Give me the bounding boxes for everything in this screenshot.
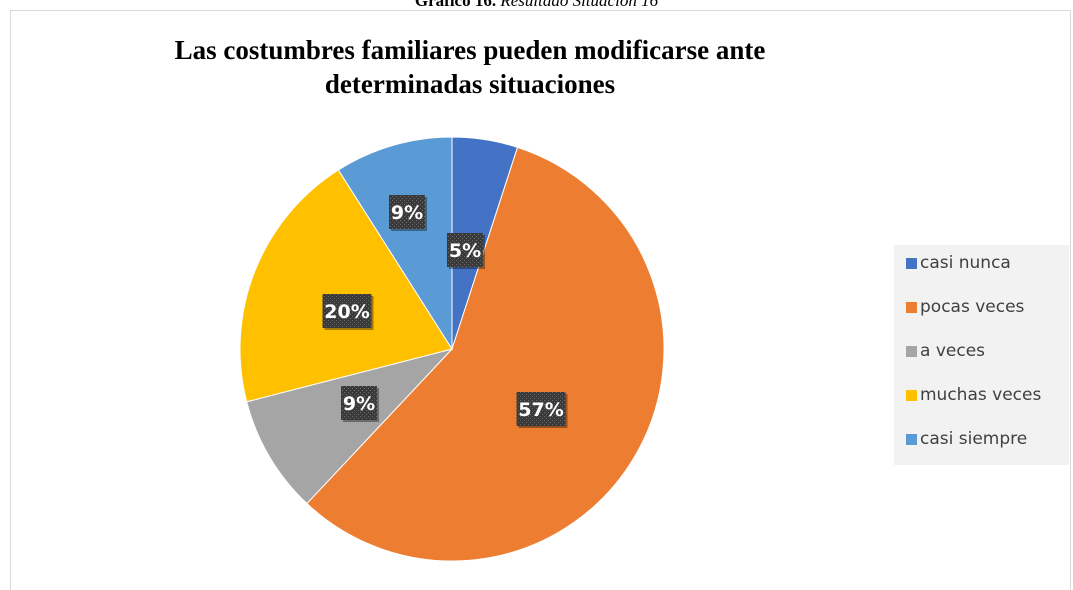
chart-title-line-1: Las costumbres familiares pueden modific… [174,35,766,65]
pie-slice-a-veces [246,348,454,505]
legend-label: a veces [920,341,986,361]
data-label-a-veces: 9% [341,386,379,422]
data-label-text: 20% [324,301,369,323]
pie-slice-casi-siempre [337,136,453,351]
data-label-text: 5% [449,240,481,262]
legend-label: casi nunca [920,253,1011,273]
data-label-pocas-veces: 57% [516,392,568,428]
data-label-text: 9% [391,202,423,224]
data-label-casi-nunca: 5% [447,233,485,269]
legend-label: casi siempre [920,429,1028,449]
legend-swatch [906,257,917,269]
caption-text: Resultado Situación 16 [500,0,659,10]
figure-caption: Gráfico 16. Resultado Situación 16 [0,0,1073,11]
data-label-text: 57% [518,399,563,421]
legend-label: pocas veces [920,297,1025,317]
legend-item-pocas-veces: pocas veces [906,297,1024,317]
data-label-casi-siempre: 9% [389,195,427,231]
data-label-text: 9% [343,393,375,415]
legend-swatch [906,433,917,445]
legend-item-a-veces: a veces [906,341,985,361]
legend-swatch [906,389,917,401]
pie-slice-pocas-veces [306,146,665,562]
legend-swatch [906,345,917,357]
legend-label: muchas veces [920,385,1042,405]
chart-title-line-2: determinadas situaciones [324,69,616,99]
chart-legend: casi nunca pocas veces a veces muchas veces… [894,245,1069,465]
legend-item-muchas-veces: muchas veces [906,385,1041,405]
caption-number: Gráfico 16. [414,0,497,10]
chart-title: Las costumbres familiares pueden modific… [10,33,930,101]
legend-item-casi-siempre: casi siempre [906,429,1027,449]
legend-swatch [906,301,917,313]
pie-slice-muchas-veces [239,169,453,403]
legend-item-casi-nunca: casi nunca [906,253,1011,273]
data-label-muchas-veces: 20% [322,294,374,330]
